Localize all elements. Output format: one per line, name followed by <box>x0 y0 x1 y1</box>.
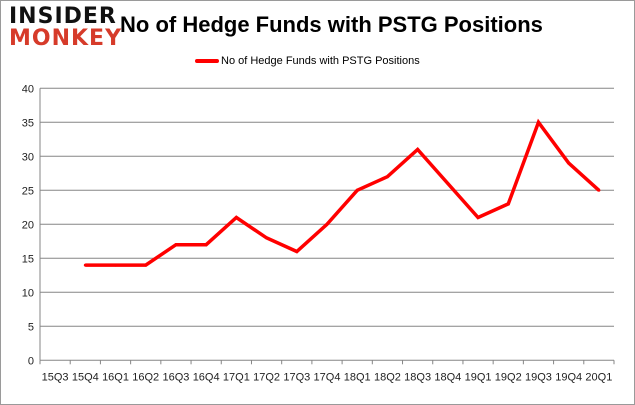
x-tick-label: 18Q2 <box>374 371 401 383</box>
data-point <box>416 148 420 151</box>
data-point <box>506 202 510 206</box>
legend-label: No of Hedge Funds with PSTG Positions <box>221 55 420 67</box>
data-point <box>295 250 299 253</box>
legend: No of Hedge Funds with PSTG Positions <box>195 55 420 67</box>
data-point <box>325 222 329 226</box>
data-point <box>83 263 87 267</box>
data-point <box>114 263 118 267</box>
data-point <box>234 216 238 219</box>
x-tick-label: 19Q2 <box>495 371 522 383</box>
legend-swatch <box>195 59 219 63</box>
x-tick-label: 18Q3 <box>404 371 431 383</box>
data-point <box>446 182 450 185</box>
data-point <box>144 263 148 267</box>
data-point <box>204 243 208 247</box>
data-point <box>265 236 269 240</box>
x-tick-label: 15Q3 <box>42 371 69 383</box>
data-point <box>355 188 359 192</box>
x-tick-label: 16Q1 <box>102 371 129 383</box>
data-point <box>476 216 480 219</box>
y-tick-label: 5 <box>28 321 34 333</box>
x-tick-label: 15Q4 <box>72 371 99 383</box>
y-tick-label: 30 <box>22 151 34 163</box>
x-tick-label: 19Q1 <box>465 371 492 383</box>
series-line <box>85 118 601 267</box>
y-tick-label: 10 <box>22 287 34 299</box>
logo-line2: MONKEY <box>9 26 123 51</box>
y-tick-label: 20 <box>22 219 34 231</box>
data-point <box>174 243 178 247</box>
insider-monkey-logo: INSIDER MONKEY <box>9 6 122 50</box>
x-tick-label: 18Q4 <box>434 371 461 383</box>
x-tick-label: 17Q2 <box>253 371 280 383</box>
y-tick-label: 25 <box>22 185 34 197</box>
data-point <box>385 175 389 179</box>
x-tick-label: 19Q3 <box>525 371 552 383</box>
x-tick-label: 19Q4 <box>555 371 582 383</box>
y-tick-label: 0 <box>28 355 34 367</box>
x-tick-label: 16Q2 <box>132 371 159 383</box>
x-tick-label: 18Q1 <box>344 371 371 383</box>
chart-title: No of Hedge Funds with PSTG Positions <box>120 12 543 37</box>
y-tick-label: 40 <box>22 83 34 95</box>
y-tick-label: 35 <box>22 117 34 129</box>
y-tick-label: 15 <box>22 253 34 265</box>
x-tick-label: 17Q1 <box>223 371 250 383</box>
x-tick-label: 20Q1 <box>585 371 612 383</box>
data-point <box>536 120 540 124</box>
logo-line1: INSIDER <box>9 4 117 29</box>
x-tick-label: 16Q3 <box>162 371 189 383</box>
x-tick-label: 17Q4 <box>314 371 341 383</box>
data-point <box>567 161 571 165</box>
x-tick-label: 17Q3 <box>283 371 310 383</box>
x-tick-label: 16Q4 <box>193 371 220 383</box>
data-point <box>597 188 601 192</box>
